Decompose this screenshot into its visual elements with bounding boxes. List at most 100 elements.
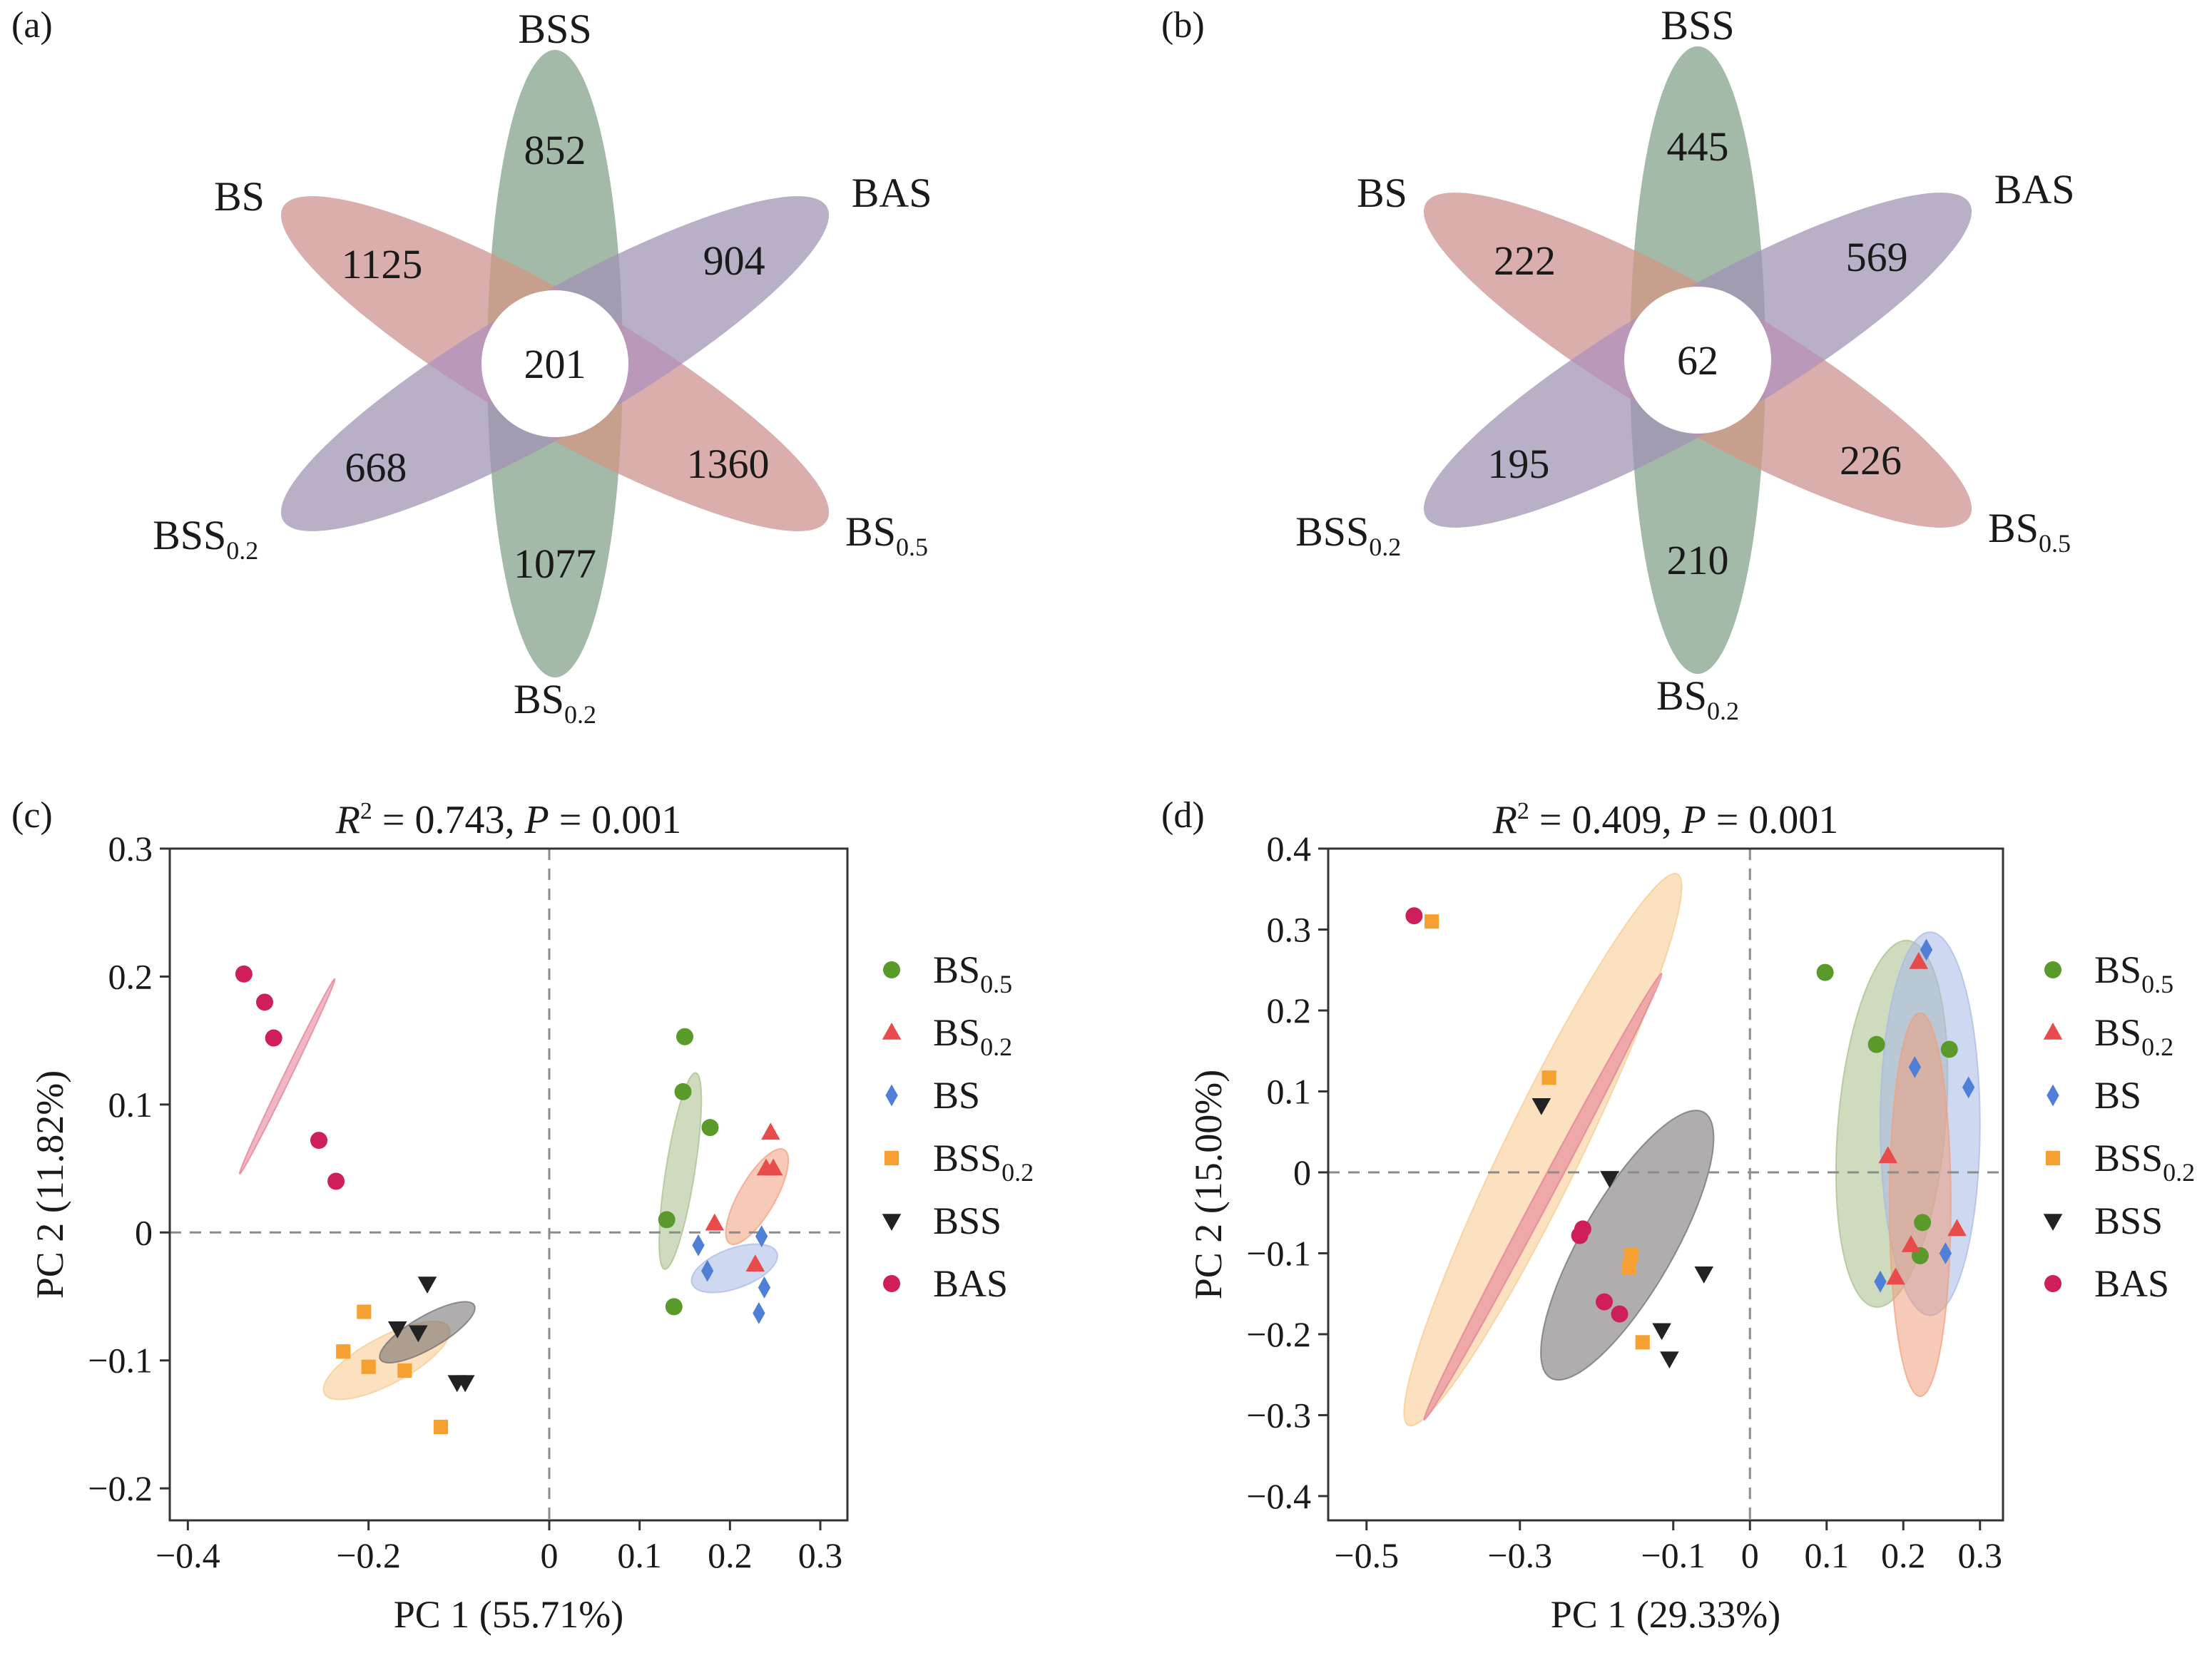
data-point	[700, 1259, 714, 1282]
petal-label: BSS0.2	[1295, 508, 1401, 561]
venn-center-count: 62	[1677, 337, 1718, 384]
data-point	[885, 1084, 898, 1107]
y-tick-label: −0.1	[88, 1341, 153, 1381]
y-tick-label: −0.2	[88, 1468, 153, 1508]
y-tick-label: 0.3	[1267, 909, 1312, 949]
data-point	[2044, 961, 2061, 978]
venn-petal-count: 195	[1487, 441, 1549, 487]
data-point	[357, 1304, 372, 1319]
stat-label: R2 = 0.409, P = 0.001	[1492, 798, 1839, 842]
x-tick-label: −0.4	[156, 1535, 220, 1575]
data-point	[1940, 1040, 1958, 1058]
y-tick-label: −0.4	[1246, 1476, 1311, 1516]
data-point	[753, 1301, 765, 1324]
legend-item: BSS	[2043, 1199, 2163, 1242]
data-point	[409, 1325, 428, 1343]
legend-label: BAS	[933, 1262, 1008, 1305]
y-tick-label: −0.1	[1246, 1233, 1311, 1273]
petal-label: BSS0.2	[153, 512, 258, 565]
data-point	[882, 1023, 902, 1040]
data-point	[1901, 1235, 1921, 1252]
x-tick-label: −0.2	[336, 1535, 401, 1575]
data-point	[665, 1298, 683, 1316]
data-point	[745, 1254, 765, 1271]
panel-label-b: (b)	[1161, 5, 1205, 46]
data-point	[2043, 1023, 2063, 1040]
venn-petal-count: 569	[1846, 234, 1908, 280]
data-point	[701, 1119, 719, 1137]
confidence-ellipse	[1403, 872, 1683, 1427]
data-point	[761, 1122, 780, 1140]
data-point	[1424, 914, 1439, 929]
legend-label: BS	[2094, 1074, 2141, 1117]
venn-diagram-a: 201 852 BSS 904 BAS 1360 BS0.5 1077 BS0.2 1125 BS 6…	[153, 6, 932, 729]
plot-frame	[168, 847, 849, 1522]
venn-petal-count: 1077	[514, 541, 596, 587]
data-point	[2043, 1214, 2063, 1231]
y-tick-label: 0.2	[108, 956, 153, 996]
data-point	[883, 1275, 900, 1292]
petal-label: BSS	[518, 6, 591, 52]
data-point	[397, 1363, 412, 1378]
data-point	[883, 961, 900, 978]
data-point	[1947, 1219, 1967, 1237]
x-tick-label: 0.3	[1958, 1535, 2003, 1575]
y-tick-label: 0	[1293, 1152, 1311, 1192]
confidence-ellipse	[238, 978, 336, 1175]
venn-petal-count: 1125	[342, 241, 423, 287]
data-point	[1600, 1171, 1619, 1188]
legend-label: BS0.5	[2094, 948, 2173, 998]
data-point	[1886, 1267, 1905, 1285]
petal-label: BS0.2	[1656, 672, 1739, 725]
data-point	[882, 1214, 902, 1231]
x-tick-label: −0.5	[1334, 1535, 1399, 1575]
venn-petal-count: 210	[1667, 537, 1729, 583]
data-point	[1621, 1260, 1636, 1275]
petal-label: BAS	[1994, 166, 2075, 213]
legend-label: BSS	[933, 1199, 1001, 1242]
data-point	[387, 1321, 407, 1339]
confidence-ellipse	[1423, 972, 1663, 1421]
legend-item: BS	[2047, 1074, 2141, 1117]
panel-label-a: (a)	[11, 5, 53, 46]
legend-d: BS0.5 BS0.2 BS BSS0.2 BSS BAS	[2043, 948, 2195, 1305]
data-point	[674, 1083, 692, 1100]
venn-center	[481, 290, 628, 437]
x-axis-title: PC 1 (55.71%)	[394, 1593, 624, 1636]
petal-label: BAS	[852, 170, 932, 216]
venn-diagram-b: 62 445 BSS 569 BAS 226 BS0.5 210 BS0.2 222 BS 195 BS…	[1295, 2, 2074, 725]
y-tick-label: −0.3	[1246, 1395, 1311, 1435]
confidence-ellipse	[379, 1301, 476, 1364]
legend-label: BSS0.2	[2094, 1137, 2195, 1187]
data-point	[1652, 1323, 1671, 1341]
y-tick-label: 0.4	[1267, 829, 1312, 869]
data-point	[327, 1172, 345, 1190]
data-point	[1939, 1242, 1952, 1264]
legend-item: BS0.2	[882, 1011, 1012, 1061]
legend-label: BSS0.2	[933, 1137, 1034, 1187]
data-point	[2045, 1150, 2061, 1166]
x-tick-label: 0.2	[708, 1535, 753, 1575]
pcoa-chart-d: −0.5 −0.3 −0.1 0 0.1 0.2 0.3 −0.4 −0.3 −0.2 −0.1 0 0…	[1187, 798, 2004, 1636]
legend-label: BAS	[2094, 1262, 2169, 1305]
plot-area	[170, 849, 847, 1520]
legend-label: BS	[933, 1074, 980, 1117]
data-point	[1908, 1056, 1922, 1078]
y-axis-title: PC 2 (11.82%)	[29, 1070, 71, 1299]
data-point	[2044, 1275, 2061, 1292]
data-point	[433, 1419, 449, 1435]
data-point	[1878, 1146, 1898, 1164]
venn-petal-count: 852	[524, 127, 586, 173]
data-point	[755, 1225, 768, 1248]
legend-item: BSS	[882, 1199, 1001, 1242]
petal-label: BS	[214, 173, 265, 220]
data-point	[1611, 1305, 1629, 1323]
venn-petal-count: 226	[1840, 437, 1902, 483]
data-point	[758, 1276, 771, 1299]
plot-area	[1328, 849, 2003, 1520]
venn-center	[1624, 287, 1771, 434]
data-point	[417, 1276, 437, 1294]
petal-label: BS0.5	[845, 508, 928, 561]
petal-label: BS0.2	[514, 676, 596, 729]
